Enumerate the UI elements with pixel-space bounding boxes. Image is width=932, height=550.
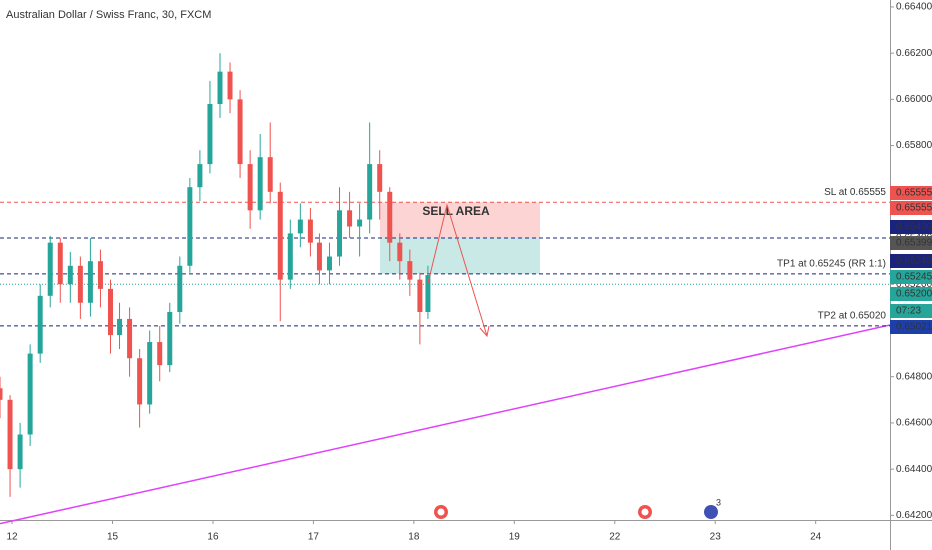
- candle-body: [167, 312, 173, 366]
- candle-body: [207, 104, 213, 165]
- x-tick-label: 15: [107, 532, 119, 543]
- x-tick-label: 22: [609, 532, 621, 543]
- candle-body: [217, 71, 223, 104]
- candle-body: [67, 265, 73, 285]
- y-tick-label: 0.66400: [896, 2, 932, 13]
- candle-body: [247, 164, 253, 211]
- price-label: 0.65245: [896, 272, 932, 283]
- x-tick-label: 23: [710, 532, 722, 543]
- price-label-box: [890, 320, 932, 334]
- y-tick-label: 0.64600: [896, 418, 932, 429]
- candle-body: [57, 242, 63, 285]
- price-label: 0.65555: [896, 203, 932, 214]
- y-tick-label: 0.66200: [896, 48, 932, 59]
- event-icon[interactable]: [704, 505, 718, 519]
- candle-body: [287, 233, 293, 280]
- candle-body: [0, 388, 3, 400]
- candle-body: [127, 318, 133, 359]
- candle-body: [147, 342, 153, 405]
- candle-body: [77, 265, 83, 303]
- x-tick-label: 12: [6, 532, 18, 543]
- price-label-box: [890, 201, 932, 215]
- candle-body: [307, 219, 313, 243]
- price-label-box: [890, 287, 932, 301]
- chart-title: Australian Dollar / Swiss Franc, 30, FXC…: [6, 9, 211, 21]
- price-label: 07:23: [896, 306, 921, 317]
- y-tick-label: 0.65200: [896, 279, 932, 290]
- price-label-box: [890, 220, 932, 234]
- sell-zone: [380, 202, 540, 239]
- candle-body: [397, 242, 403, 262]
- event-icon-inner: [437, 508, 445, 516]
- zone-label: SELL AREA: [422, 204, 490, 218]
- price-label: 0.65399: [896, 238, 932, 249]
- event-badge: 3: [716, 497, 721, 507]
- x-tick-label: 17: [308, 532, 320, 543]
- candle-body: [157, 342, 163, 366]
- candle-body: [347, 210, 353, 227]
- candle-body: [425, 275, 431, 312]
- price-label: 0.65555: [896, 188, 932, 199]
- candle-body: [107, 288, 113, 336]
- price-label-box: [890, 254, 932, 268]
- event-icon-inner: [641, 508, 649, 516]
- candle-body: [297, 219, 303, 234]
- candle-body: [97, 261, 103, 289]
- level-label: TP2 at 0.65020: [818, 311, 887, 322]
- price-label: 0.65245: [896, 256, 932, 267]
- candle-body: [187, 187, 193, 266]
- price-label: 0.65400: [896, 222, 932, 233]
- price-label-box: [890, 186, 932, 200]
- x-tick-label: 16: [207, 532, 219, 543]
- candle-body: [257, 157, 263, 211]
- candle-body: [367, 164, 373, 220]
- candle-body: [197, 164, 203, 188]
- price-label-box: [890, 270, 932, 284]
- candle-body: [316, 242, 322, 271]
- candle-body: [7, 399, 13, 470]
- candle-body: [407, 261, 413, 280]
- forecast-arrow: [427, 203, 490, 338]
- x-tick-label: 18: [408, 532, 420, 543]
- candle-body: [357, 219, 363, 227]
- candle-body: [337, 210, 343, 257]
- y-tick-label: 0.66000: [896, 94, 932, 105]
- candle-body: [87, 261, 93, 303]
- level-label: SL at 0.65555: [824, 187, 886, 198]
- price-label: 0.65200: [896, 289, 932, 300]
- candle-body: [417, 279, 423, 312]
- price-label: 0.65021: [896, 322, 932, 333]
- candle-body: [326, 256, 332, 271]
- candle-body: [137, 358, 143, 405]
- candle-body: [47, 242, 53, 296]
- y-tick-label: 0.64400: [896, 464, 932, 475]
- x-tick-label: 24: [810, 532, 822, 543]
- price-label-box: [890, 236, 932, 250]
- candle-body: [27, 353, 33, 435]
- candle-body: [377, 164, 383, 192]
- y-tick-label: 0.65800: [896, 140, 932, 151]
- candle-body: [237, 99, 243, 165]
- candle-body: [117, 318, 123, 336]
- target-zone: [380, 238, 540, 274]
- candle-body: [277, 191, 283, 280]
- candle-body: [37, 295, 43, 354]
- candle-body: [267, 157, 273, 192]
- events: 3: [434, 497, 721, 519]
- candle-body: [177, 265, 183, 312]
- y-tick-label: 0.64200: [896, 510, 932, 521]
- level-label: TP1 at 0.65245 (RR 1:1): [777, 259, 886, 270]
- y-tick-label: 0.64800: [896, 371, 932, 382]
- candle-body: [387, 191, 393, 243]
- trendline: [0, 324, 891, 525]
- price-label-box: [890, 304, 932, 318]
- candle-body: [227, 71, 233, 100]
- candle-body: [17, 434, 23, 470]
- x-tick-label: 19: [509, 532, 521, 543]
